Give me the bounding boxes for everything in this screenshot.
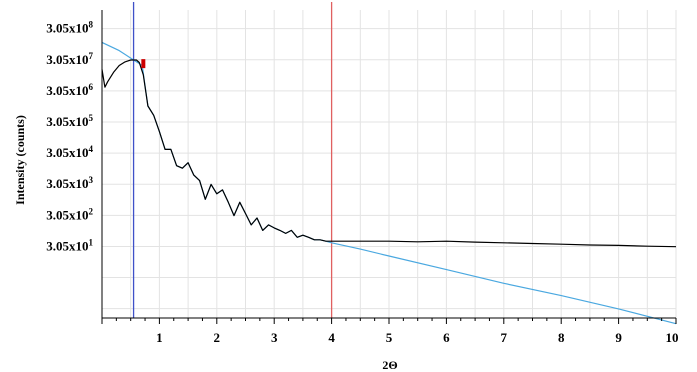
x-tick-label: 5 xyxy=(386,330,393,345)
y-tick-label: 3.05x108 xyxy=(46,20,93,36)
y-tick-label: 3.05x101 xyxy=(46,237,93,253)
x-tick-label: 10 xyxy=(666,330,679,345)
y-tick-exponent: 2 xyxy=(89,206,94,216)
x-tick-labels: 1 2 3 4 5 6 7 8 9 10 xyxy=(156,330,678,345)
y-tick-label: 3.05x106 xyxy=(46,82,93,98)
y-tick-labels: 3.05x108 3.05x107 3.05x106 3.05x105 3.05x104… xyxy=(46,20,93,254)
y-tick-exponent: 5 xyxy=(89,113,94,123)
y-tick-exponent: 1 xyxy=(89,237,94,247)
y-tick-label: 3.05x107 xyxy=(46,51,93,67)
y-tick-label: 3.05x104 xyxy=(46,144,93,160)
y-tick-exponent: 3 xyxy=(89,175,94,185)
x-tick-label: 3 xyxy=(271,330,278,345)
y-tick-label: 3.05x105 xyxy=(46,113,93,129)
y-tick-exponent: 6 xyxy=(89,82,94,92)
highlight-marker xyxy=(141,59,146,69)
x-tick-label: 2 xyxy=(214,330,221,345)
axes xyxy=(101,10,677,324)
vertical-markers xyxy=(132,2,333,318)
x-tick-label: 8 xyxy=(558,330,565,345)
x-tick-label: 1 xyxy=(156,330,163,345)
x-tick-label: 7 xyxy=(501,330,508,345)
y-tick-exponent: 7 xyxy=(89,51,94,61)
y-tick-label: 3.05x102 xyxy=(46,206,93,222)
y-axis-label: Intensity (counts) xyxy=(13,115,27,205)
x-axis-label: 2Θ xyxy=(382,358,397,372)
y-tick-exponent: 4 xyxy=(89,144,94,154)
x-tick-label: 4 xyxy=(328,330,335,345)
grid-lines xyxy=(102,10,677,318)
series-line xyxy=(101,59,677,248)
x-tick-label: 6 xyxy=(443,330,450,345)
y-tick-label: 3.05x103 xyxy=(46,175,93,191)
y-tick-exponent: 8 xyxy=(89,20,94,30)
series-lines xyxy=(101,41,677,325)
x-tick-label: 9 xyxy=(615,330,622,345)
